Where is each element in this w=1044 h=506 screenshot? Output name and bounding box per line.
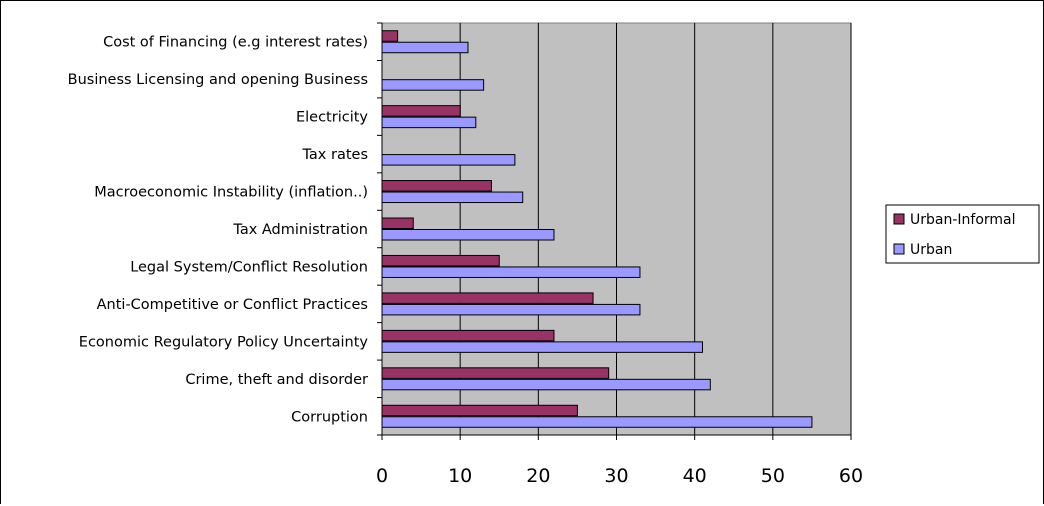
legend-label-urban: Urban	[910, 242, 952, 258]
category-label: Tax rates	[301, 147, 368, 163]
x-tick-label: 0	[376, 465, 388, 487]
gridlines	[459, 23, 852, 435]
bar-urban-informal-6	[381, 254, 500, 267]
bar-urban-informal-5	[381, 217, 414, 229]
category-labels: Cost of Financing (e.g interest rates) Bu…	[68, 35, 369, 426]
bar-urban-4	[381, 191, 524, 204]
category-label: Cost of Financing (e.g interest rates)	[103, 35, 368, 51]
category-label: Business Licensing and opening Business	[68, 72, 368, 88]
bar-urban-informal-10	[381, 404, 578, 417]
axes	[377, 22, 852, 440]
bar-urban-7	[381, 303, 641, 316]
bar-urban-5	[381, 229, 555, 241]
bar-urban-informal-8	[381, 329, 555, 342]
x-tick-label: 20	[526, 465, 550, 487]
bar-urban-2	[381, 116, 477, 129]
bar-urban-informal-0	[381, 30, 399, 42]
x-tick-label: 30	[604, 465, 628, 487]
bar-urban-8	[381, 341, 703, 353]
bar-urban-informal-7	[381, 292, 594, 304]
x-tick-label: 40	[683, 465, 707, 487]
x-tick-label: 10	[448, 465, 472, 487]
category-label: Anti-Competitive or Conflict Practices	[97, 297, 368, 313]
bar-urban-informal-4	[381, 180, 492, 192]
bar-urban-informal-2	[381, 105, 461, 117]
category-label: Legal System/Conflict Resolution	[130, 259, 368, 275]
category-label: Corruption	[291, 409, 368, 425]
x-tick-label: 50	[761, 465, 785, 487]
bar-urban-informal-9	[381, 367, 610, 379]
x-tick-labels: 0 10 20 30 40 50 60	[376, 465, 863, 487]
category-label: Electricity	[296, 110, 368, 126]
legend-swatch-urban-informal	[893, 213, 905, 225]
legend: Urban-Informal Urban	[885, 204, 1040, 264]
legend-label-urban-informal: Urban-Informal	[910, 212, 1016, 228]
bar-urban-1	[381, 79, 485, 91]
bar-urban-10	[381, 416, 813, 428]
bar-urban-0	[381, 41, 469, 54]
x-tick-label: 60	[839, 465, 863, 487]
bar-urban-3	[381, 154, 516, 166]
legend-box	[885, 204, 1040, 264]
category-label: Crime, theft and disorder	[185, 372, 368, 388]
category-label: Tax Administration	[232, 222, 368, 238]
bar-urban-9	[381, 378, 711, 391]
bar-urban-6	[381, 266, 641, 278]
category-label: Economic Regulatory Policy Uncertainty	[79, 334, 369, 350]
legend-swatch-urban	[893, 243, 905, 255]
category-label: Macroeconomic Instability (inflation..)	[94, 185, 368, 201]
